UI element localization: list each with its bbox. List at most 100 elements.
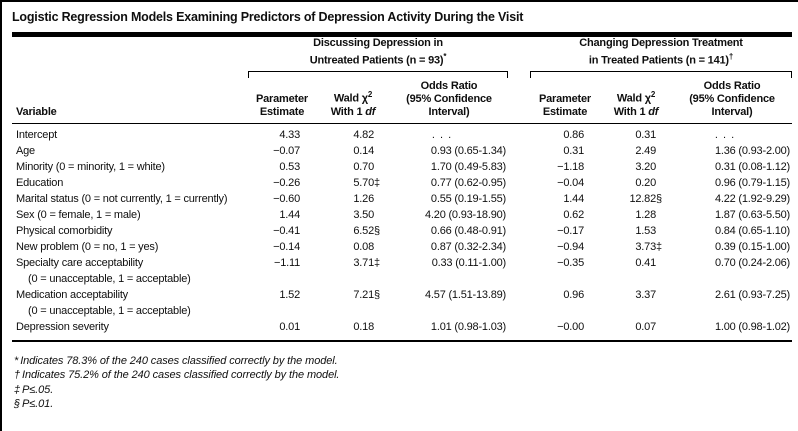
cell-odds-ratio: 2.61 (0.93-7.25) [714, 289, 791, 301]
group-header-spacer [12, 37, 248, 71]
table-row: Education −0.26 5.70‡ 0.77 (0.62-0.95) −0.04… [12, 175, 792, 191]
table-row: Depression severity 0.01 0.18 1.01 (0.98-1.… [12, 319, 792, 335]
cell-parameter-estimate: −0.17 [557, 225, 584, 237]
cell-wald-chi-square: 3.37 [635, 289, 656, 301]
column-header-variable: Variable [12, 80, 248, 124]
column-header-wald-1: Wald χ2 With 1 df [316, 80, 390, 124]
cell-parameter-estimate: 0.31 [563, 145, 584, 157]
group1-bracket [248, 71, 508, 78]
table-header: Discussing Depression in Untreated Patie… [12, 37, 793, 124]
column-header-wald-2: Wald χ2 With 1 df [600, 80, 672, 124]
cell-odds-ratio: . . . [431, 129, 453, 141]
footnote-marker: ‡ [14, 383, 21, 396]
column-gap [508, 191, 530, 207]
footnote-text: P≤.01. [22, 398, 54, 410]
column-gap [508, 143, 530, 159]
footnote: † Indicates 75.2% of the 240 cases classi… [14, 368, 798, 383]
cell-wald-chi-square: 0.18 [353, 321, 374, 333]
group-header-untreated-label: Discussing Depression in Untreated Patie… [248, 37, 508, 68]
cell-variable: Education [16, 177, 64, 189]
title-rule [12, 32, 792, 37]
table-row: Physical comorbidity −0.41 6.52§ 0.66 (0.48… [12, 223, 792, 239]
cell-odds-ratio: 0.93 (0.65-1.34) [430, 145, 506, 157]
footer-rule [12, 340, 792, 342]
cell-wald-chi-square: 1.28 [635, 209, 656, 221]
cell-odds-ratio: 0.77 (0.62-0.95) [430, 177, 506, 189]
cell-wald-chi-square: 0.41 [635, 257, 656, 269]
cell-parameter-estimate: 1.44 [563, 193, 584, 205]
cell-variable: Physical comorbidity [16, 225, 113, 237]
cell-odds-ratio: 0.66 (0.48-0.91) [430, 225, 506, 237]
cell-wald-chi-square: 1.26 [353, 193, 374, 205]
footnote: § P≤.01. [14, 397, 798, 412]
group2-line1: Changing Depression Treatment [579, 37, 743, 50]
cell-odds-ratio: 4.57 (1.51-13.89) [425, 289, 506, 301]
group1-line1: Discussing Depression in [313, 37, 443, 50]
cell-wald-chi-square: 0.31 [635, 129, 656, 141]
column-gap [508, 207, 530, 223]
cell-parameter-estimate: −0.14 [273, 241, 300, 253]
cell-parameter-estimate: 0.01 [279, 321, 300, 333]
cell-wald-chi-square: 3.50 [353, 209, 374, 221]
cell-variable: New problem (0 = no, 1 = yes) [16, 241, 159, 253]
column-gap [508, 223, 530, 239]
group1-line2: Untreated Patients (n = 93) [309, 55, 444, 67]
cell-variable: Sex (0 = female, 1 = male) [16, 209, 141, 221]
footnote: ‡ P≤.05. [14, 383, 798, 398]
cell-odds-ratio: 0.33 (0.11-1.00) [431, 257, 506, 269]
group-header-untreated: Discussing Depression in Untreated Patie… [248, 37, 508, 71]
cell-wald-chi-square: 3.20 [635, 161, 656, 173]
cell-odds-ratio: 1.00 (0.98-1.02) [714, 321, 791, 333]
table-row: Minority (0 = minority, 1 = white) 0.53 0.… [12, 159, 792, 175]
cell-variable: Age [16, 145, 35, 157]
cell-odds-ratio: 0.84 (0.65-1.10) [714, 225, 791, 237]
cell-odds-ratio: 0.96 (0.79-1.15) [714, 177, 791, 189]
cell-odds-ratio: 1.01 (0.98-1.03) [430, 321, 506, 333]
table-row: Specialty care acceptability (0 = unaccep… [12, 255, 792, 287]
cell-wald-chi-square: 2.49 [635, 145, 656, 157]
footnote-marker: § [14, 398, 21, 410]
cell-wald-chi-square: 12.82§ [629, 193, 662, 205]
cell-odds-ratio: 0.31 (0.08-1.12) [714, 161, 791, 173]
footnote-text: Indicates 75.2% of the 240 cases classif… [22, 369, 340, 381]
cell-variable: Minority (0 = minority, 1 = white) [16, 161, 165, 173]
cell-odds-ratio: 4.20 (0.93-18.90) [425, 209, 506, 221]
cell-wald-chi-square: 0.14 [353, 145, 374, 157]
cell-parameter-estimate: −0.00 [557, 321, 584, 333]
cell-variable: Intercept [16, 129, 58, 141]
group-header-row: Discussing Depression in Untreated Patie… [12, 37, 792, 71]
cell-variable: Medication acceptability (0 = unacceptabl… [16, 289, 191, 317]
group2-footnote-marker: † [728, 52, 734, 62]
cell-wald-chi-square: 3.73‡ [635, 241, 662, 253]
bracket-row [12, 71, 793, 80]
cell-odds-ratio: 4.22 (1.92-9.29) [714, 193, 791, 205]
table-body: Intercept 4.33 4.82 . . . 0.86 0.31 . . . Age −0… [12, 124, 792, 336]
column-header-gap [508, 80, 530, 124]
column-header-odds-ratio-1: Odds Ratio (95% Confidence Interval) [390, 80, 508, 124]
cell-wald-chi-square: 5.70‡ [353, 177, 380, 189]
cell-odds-ratio: 0.70 (0.24-2.06) [714, 257, 791, 269]
cell-variable: Specialty care acceptability (0 = unaccep… [16, 257, 191, 285]
footnote-text: Indicates 78.3% of the 240 cases classif… [20, 354, 338, 367]
cell-odds-ratio: 0.39 (0.15-1.00) [714, 241, 791, 253]
cell-odds-ratio: 1.36 (0.93-2.00) [714, 145, 791, 157]
cell-variable: Marital status (0 = not currently, 1 = c… [16, 193, 228, 205]
footnotes: * Indicates 78.3% of the 240 cases classi… [14, 354, 798, 412]
cell-variable: Depression severity [16, 321, 109, 333]
cell-wald-chi-square: 0.07 [635, 321, 656, 333]
cell-parameter-estimate: 4.33 [279, 129, 300, 141]
group-gap [508, 37, 530, 71]
group-header-treated: Changing Depression Treatment in Treated… [530, 37, 792, 71]
cell-parameter-estimate: 0.86 [563, 129, 584, 141]
table-row: Marital status (0 = not currently, 1 = c… [12, 191, 792, 207]
cell-parameter-estimate: −0.41 [273, 225, 300, 237]
column-gap [508, 255, 530, 287]
table-row: New problem (0 = no, 1 = yes) −0.14 0.08 0.… [12, 239, 792, 255]
column-gap [508, 124, 530, 144]
cell-odds-ratio: 1.87 (0.63-5.50) [714, 209, 791, 221]
table-row: Intercept 4.33 4.82 . . . 0.86 0.31 . . . [12, 124, 792, 144]
column-header-parameter-estimate-2: Parameter Estimate [530, 80, 600, 124]
column-header-parameter-estimate-1: Parameter Estimate [248, 80, 316, 124]
cell-odds-ratio: . . . [714, 129, 736, 141]
